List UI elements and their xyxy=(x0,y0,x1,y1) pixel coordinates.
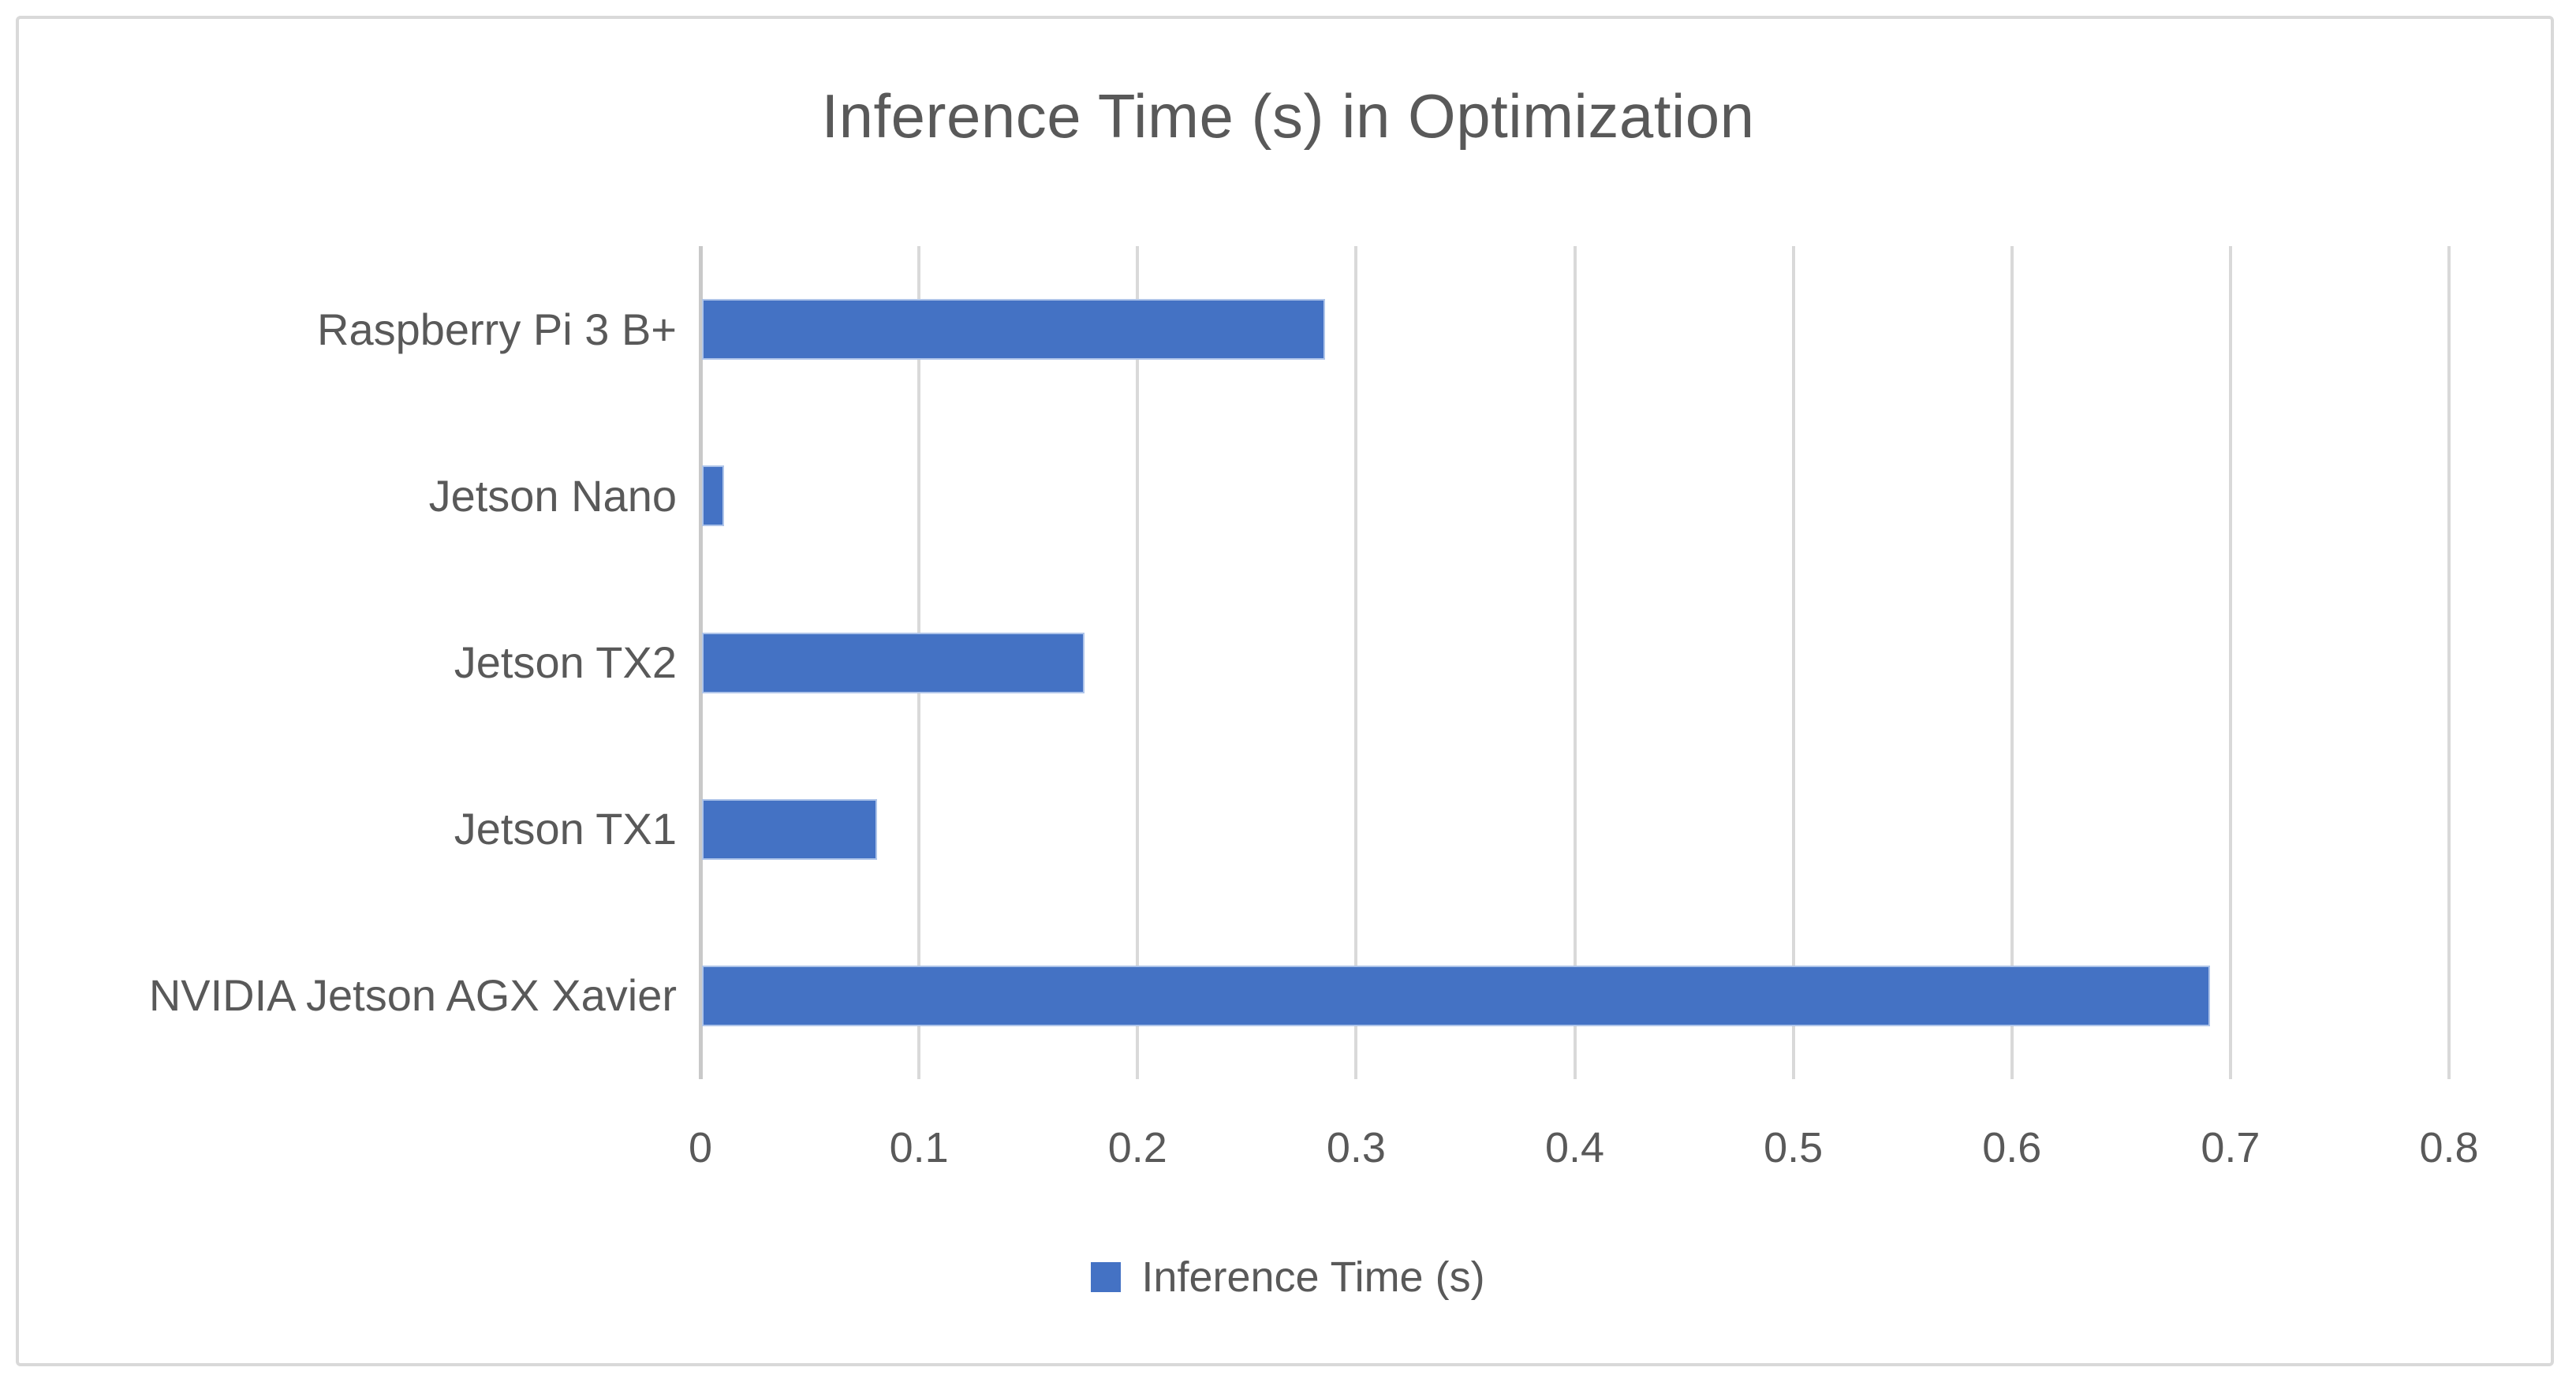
gridline xyxy=(1573,246,1577,1079)
x-tick-label: 0.3 xyxy=(1326,1124,1386,1171)
bar xyxy=(702,299,1325,361)
category-label: Jetson TX2 xyxy=(454,637,677,687)
gridline xyxy=(2447,246,2451,1079)
legend-series-label: Inference Time (s) xyxy=(1141,1253,1485,1301)
legend: Inference Time (s) xyxy=(0,1253,2576,1302)
x-tick-label: 0.5 xyxy=(1764,1124,1824,1171)
category-label: Jetson Nano xyxy=(428,470,677,521)
bar xyxy=(702,798,877,860)
chart-frame xyxy=(16,16,2554,1366)
bar xyxy=(702,465,724,527)
gridline xyxy=(1791,246,1795,1079)
gridline xyxy=(1354,246,1358,1079)
category-label: Raspberry Pi 3 B+ xyxy=(317,304,677,354)
bar xyxy=(702,965,2211,1026)
x-tick-label: 0.7 xyxy=(2201,1124,2261,1171)
chart-title: Inference Time (s) in Optimization xyxy=(821,81,1755,151)
plot-area xyxy=(699,246,2451,1079)
value-axis-line xyxy=(699,246,703,1079)
category-label: NVIDIA Jetson AGX Xavier xyxy=(148,970,677,1021)
x-tick-label: 0.6 xyxy=(1982,1124,2042,1171)
x-tick-label: 0.4 xyxy=(1544,1124,1605,1171)
x-tick-label: 0.8 xyxy=(2419,1124,2479,1171)
x-tick-label: 0 xyxy=(688,1124,713,1171)
category-label: Jetson TX1 xyxy=(454,804,677,854)
x-tick-label: 0.1 xyxy=(889,1124,949,1171)
gridline xyxy=(1136,246,1140,1079)
x-tick-label: 0.2 xyxy=(1107,1124,1167,1171)
gridline xyxy=(2010,246,2014,1079)
gridline xyxy=(2228,246,2232,1079)
bar xyxy=(702,632,1085,693)
legend-swatch-icon xyxy=(1091,1262,1122,1292)
